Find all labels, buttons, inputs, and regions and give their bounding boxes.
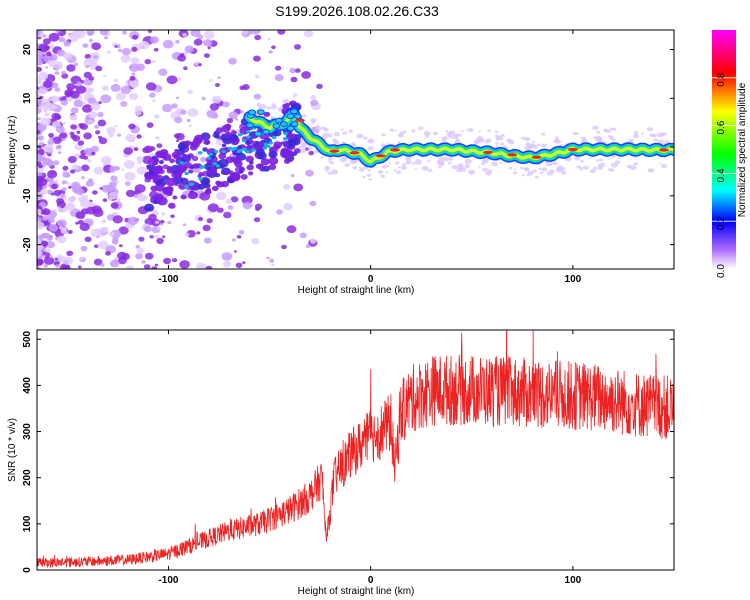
colorbar-tick-label: 0.0 bbox=[716, 264, 727, 278]
colorbar-tick-label: 0.4 bbox=[716, 168, 727, 182]
snr-frame bbox=[36, 329, 675, 571]
colorbar-tick-label: 0.8 bbox=[716, 72, 727, 86]
colorbar-label: Normalized spectral amplitude bbox=[737, 82, 748, 217]
colorbar-tick-label: 0.2 bbox=[716, 216, 727, 230]
spectrogram-image bbox=[37, 30, 674, 269]
spectrogram-y-tick-label: -20 bbox=[22, 237, 33, 252]
spectrogram-x-tick-label: 100 bbox=[565, 274, 582, 285]
spectrogram-y-label: Frequency (Hz) bbox=[7, 116, 18, 185]
snr-x-ticks: -100 0 100 bbox=[158, 330, 582, 586]
colorbar-tick-label: 0.6 bbox=[716, 120, 727, 134]
colorbar: 0.0 0.2 0.4 0.6 0.8 Normalized spectral ampl… bbox=[712, 30, 748, 278]
spectrogram-y-tick-label: 20 bbox=[22, 44, 33, 56]
snr-y-tick-label: 500 bbox=[22, 330, 33, 347]
snr-y-label: SNR (10 * v/v) bbox=[7, 418, 18, 482]
spectrogram-x-tick-label: -100 bbox=[158, 274, 178, 285]
snr-y-tick-label: 400 bbox=[22, 377, 33, 394]
figure-title: S199.2026.108.02.26.C33 bbox=[275, 3, 439, 19]
spectrogram-y-tick-label: 0 bbox=[22, 144, 33, 150]
snr-y-tick-label: 300 bbox=[22, 423, 33, 440]
spectrogram-y-tick-label: 10 bbox=[22, 92, 33, 104]
snr-panel: -100 0 100 0 100 200 300 400 500 Height of stra… bbox=[7, 329, 675, 597]
snr-x-label: Height of straight line (km) bbox=[298, 586, 415, 597]
spectrogram-x-tick-label: 0 bbox=[368, 274, 374, 285]
spectrogram-frame bbox=[36, 29, 675, 270]
spectrogram-x-ticks: -100 0 100 bbox=[158, 30, 582, 285]
snr-y-tick-label: 0 bbox=[22, 567, 33, 573]
snr-x-tick-label: -100 bbox=[158, 575, 178, 586]
colorbar-gradient bbox=[712, 30, 736, 269]
snr-y-tick-label: 100 bbox=[22, 515, 33, 532]
snr-x-tick-label: 100 bbox=[565, 575, 582, 586]
spectrogram-y-tick-label: -10 bbox=[22, 188, 33, 203]
spectrogram-y-ticks: -20 -10 0 10 20 bbox=[22, 44, 674, 252]
snr-series-line bbox=[37, 330, 674, 568]
colorbar-ticks: 0.0 0.2 0.4 0.6 0.8 bbox=[712, 72, 736, 278]
snr-y-tick-label: 200 bbox=[22, 469, 33, 486]
snr-y-ticks: 0 100 200 300 400 500 bbox=[22, 330, 674, 573]
snr-x-tick-label: 0 bbox=[368, 575, 374, 586]
spectrogram-x-label: Height of straight line (km) bbox=[298, 285, 415, 296]
